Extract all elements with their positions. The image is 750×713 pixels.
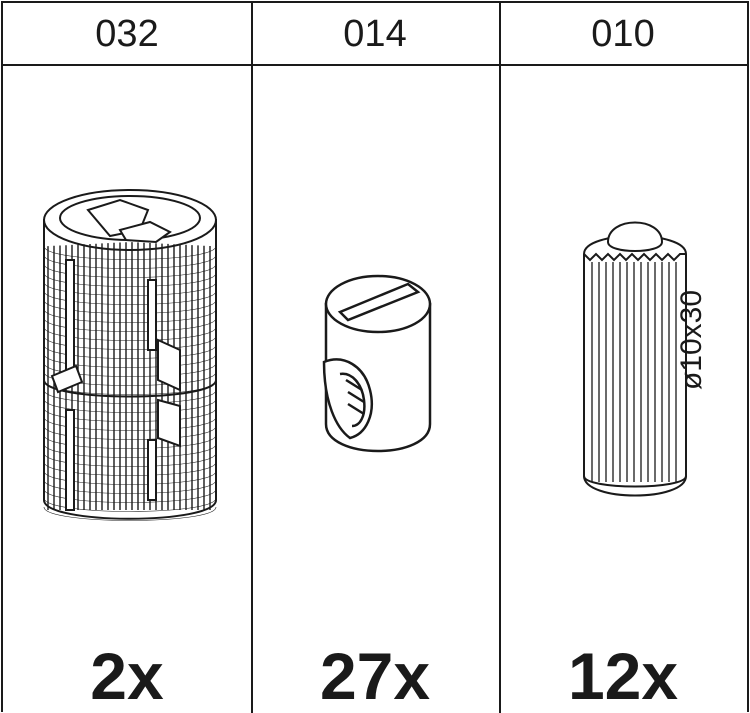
column-divider-2: [499, 1, 501, 713]
cam-lock-dowel-icon: [43, 189, 217, 521]
part-code-014: 014: [343, 13, 407, 55]
dowel-dimension-label: ø10x30: [675, 289, 708, 391]
part-code-032: 032: [95, 13, 159, 55]
part-code-010: 010: [591, 13, 655, 55]
barrel-nut-icon: [322, 274, 432, 453]
quantity-010: 12x: [567, 639, 679, 713]
column-divider-1: [251, 1, 253, 713]
wooden-dowel-icon: [583, 221, 687, 497]
quantity-014: 27x: [319, 639, 431, 713]
quantity-032: 2x: [90, 639, 164, 713]
header-divider: [1, 64, 749, 66]
